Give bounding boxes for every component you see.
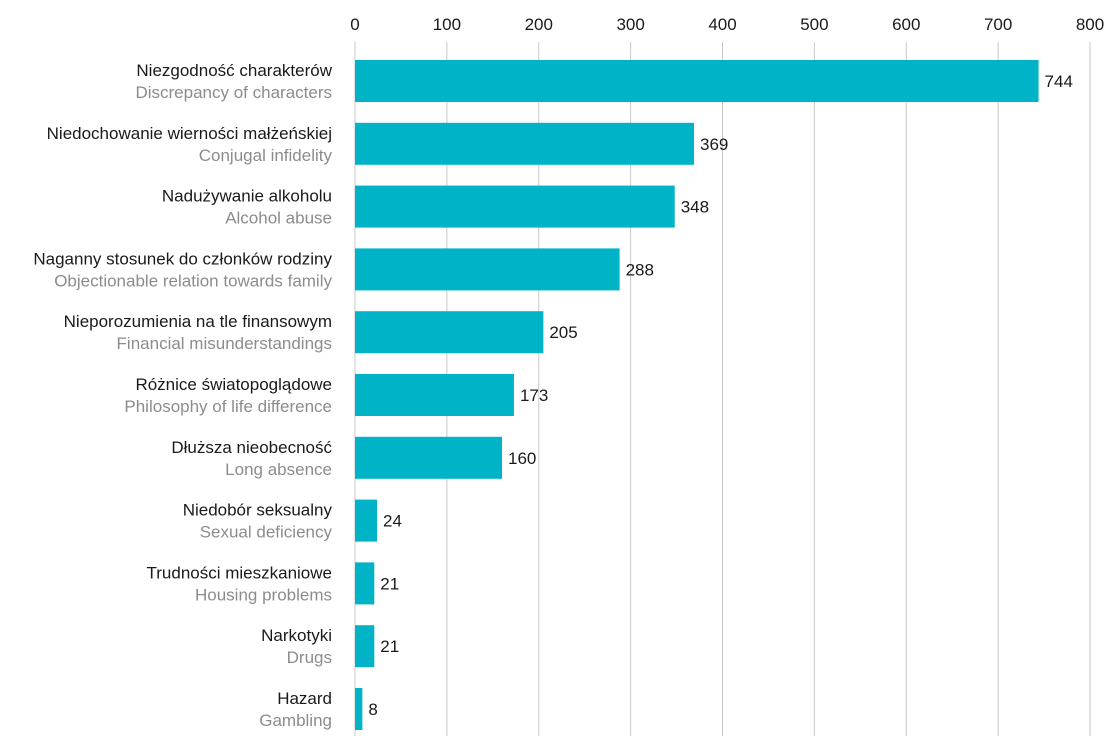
- category-labels: Niezgodność charakterów Discrepancy of ch…: [33, 61, 332, 730]
- category-label-pl: Trudności mieszkaniowe: [147, 563, 333, 582]
- category-label-pl: Niedobór seksualny: [183, 501, 333, 520]
- x-tick-label: 100: [433, 15, 461, 34]
- bar: [355, 688, 363, 730]
- category-label-pl: Dłuższa nieobecność: [171, 438, 332, 457]
- bar-value-label: 369: [700, 135, 728, 154]
- category-label-pl: Hazard: [277, 689, 332, 708]
- category-label-pl: Narkotyki: [261, 626, 332, 645]
- bar: [355, 60, 1039, 102]
- bar-value-label: 348: [681, 198, 709, 217]
- category-label-en: Discrepancy of characters: [135, 83, 332, 102]
- bar-value-label: 288: [626, 260, 654, 279]
- bar: [355, 311, 544, 354]
- category-label-pl: Nieporozumienia na tle finansowym: [64, 312, 332, 331]
- category-label-en: Financial misunderstandings: [117, 334, 332, 353]
- x-tick-label: 0: [350, 15, 359, 34]
- category-label-en: Drugs: [287, 648, 332, 667]
- bar: [355, 625, 375, 668]
- category-label-en: Alcohol abuse: [225, 209, 332, 228]
- category-label-pl: Nadużywanie alkoholu: [162, 187, 332, 206]
- bar: [355, 499, 378, 542]
- bar-value-label: 744: [1045, 72, 1073, 91]
- x-tick-label: 800: [1076, 15, 1104, 34]
- bar-value-label: 173: [520, 386, 548, 405]
- category-label-en: Philosophy of life difference: [124, 397, 332, 416]
- bar-value-label: 21: [380, 637, 399, 656]
- bar-value-label: 160: [508, 449, 536, 468]
- x-tick-label: 200: [525, 15, 553, 34]
- category-label-en: Housing problems: [195, 585, 332, 604]
- category-label-pl: Niezgodność charakterów: [136, 61, 332, 80]
- category-label-en: Sexual deficiency: [200, 523, 333, 542]
- category-label-pl: Różnice światopoglądowe: [135, 375, 332, 394]
- category-label-en: Long absence: [225, 460, 332, 479]
- x-tick-label: 700: [984, 15, 1012, 34]
- x-tick-label: 300: [616, 15, 644, 34]
- category-label-pl: Naganny stosunek do członków rodziny: [33, 249, 332, 268]
- bar: [355, 374, 514, 416]
- x-tick-label: 600: [892, 15, 920, 34]
- bar: [355, 562, 375, 605]
- category-label-en: Gambling: [259, 711, 332, 730]
- category-label-en: Objectionable relation towards family: [54, 271, 332, 290]
- bar-value-label: 205: [549, 323, 577, 342]
- category-label-pl: Niedochowanie wierności małżeńskiej: [47, 124, 332, 143]
- category-label-en: Conjugal infidelity: [199, 146, 333, 165]
- bar-value-label: 24: [383, 512, 402, 531]
- x-axis-ticks: 0 100 200 300 400 500 600 700 800: [350, 15, 1104, 34]
- x-tick-label: 500: [800, 15, 828, 34]
- bar: [355, 185, 675, 228]
- bar-value-label: 21: [380, 574, 399, 593]
- bar: [355, 248, 620, 291]
- x-tick-label: 400: [708, 15, 736, 34]
- bar: [355, 122, 695, 165]
- bar-value-label: 8: [368, 700, 377, 719]
- value-labels: 744 369 348 288 205 173 160 24 21 21 8: [368, 72, 1073, 719]
- bars: [355, 60, 1039, 730]
- bar: [355, 436, 502, 479]
